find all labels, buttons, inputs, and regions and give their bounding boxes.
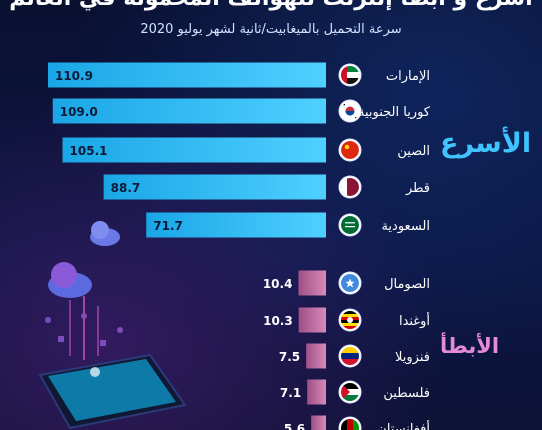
- somalia-flag-part: [345, 278, 355, 288]
- category-label-5: الصومال: [384, 277, 430, 292]
- saudi-flag-part: [341, 216, 359, 234]
- uae-flag-part: [341, 72, 359, 78]
- category-label-0: الإمارات: [386, 69, 430, 84]
- uae-flag: [338, 63, 362, 87]
- category-label-7: فنزويلا: [395, 350, 430, 365]
- venezuela-flag-part: [341, 347, 359, 353]
- value-label-7: 7.5: [279, 350, 300, 364]
- china-flag-part: [344, 144, 350, 150]
- china-flag-art: [341, 141, 359, 159]
- uganda-flag-part: [341, 326, 359, 329]
- bar-7: [306, 343, 326, 369]
- bar-8: [307, 379, 326, 405]
- bar-2: [62, 137, 326, 163]
- uganda-flag: [338, 308, 362, 332]
- cloud-icon: [48, 221, 120, 298]
- uae-flag-part: [341, 66, 359, 72]
- palestine-flag-part: [341, 383, 359, 389]
- smartphone-icon: [38, 353, 187, 430]
- saudi-flag-art: [341, 216, 359, 234]
- uae-flag-part: [341, 78, 359, 84]
- category-label-2: الصين: [397, 144, 430, 159]
- afghanistan-flag-part: [341, 419, 347, 430]
- value-label-9: 5.6: [284, 422, 305, 430]
- chart-subtitle: سرعة التحميل بالميغابيت/ثانية لشهر يوليو…: [140, 22, 402, 37]
- uae-flag-art: [341, 66, 359, 84]
- page-title: أسرع و أبطأ إنترنت للهواتف المحمولة في ا…: [0, 0, 542, 11]
- saudi-flag-part: [345, 222, 355, 224]
- south-korea-flag-part: [345, 111, 355, 116]
- afghanistan-flag-part: [347, 419, 353, 430]
- saudi-flag-part: [345, 226, 355, 228]
- palestine-flag: [338, 380, 362, 404]
- value-label-3: 88.7: [111, 181, 141, 195]
- afghanistan-flag: [338, 416, 362, 430]
- uganda-flag-art: [341, 311, 359, 329]
- afghanistan-flag-part: [353, 419, 359, 430]
- group-label-fastest: الأسرع: [440, 128, 532, 159]
- bar-3: [103, 174, 326, 200]
- uganda-flag-part: [347, 317, 353, 323]
- network-icons: [45, 296, 123, 360]
- venezuela-flag-art: [341, 347, 359, 365]
- value-label-8: 7.1: [280, 386, 301, 400]
- china-flag: [338, 138, 362, 162]
- category-label-4: السعودية: [381, 219, 430, 234]
- category-label-9: أفغانستان: [377, 420, 430, 430]
- category-label-8: فلسطين: [383, 386, 430, 401]
- qatar-flag-part: [341, 178, 347, 196]
- qatar-flag: [338, 175, 362, 199]
- value-label-1: 109.0: [60, 105, 98, 119]
- value-label-6: 10.3: [263, 314, 293, 328]
- palestine-flag-part: [341, 395, 359, 401]
- bar-5: [298, 270, 326, 296]
- bar-6: [298, 307, 326, 333]
- category-label-6: أوغندا: [399, 312, 430, 329]
- china-flag-part: [341, 141, 359, 159]
- palestine-flag-art: [341, 383, 359, 401]
- afghanistan-flag-art: [341, 419, 359, 430]
- uae-flag-part: [341, 66, 347, 84]
- uganda-flag-part: [341, 311, 359, 314]
- somalia-flag-art: [341, 274, 359, 292]
- bar-4: [146, 212, 326, 238]
- somalia-flag: [338, 271, 362, 295]
- bar-0: [47, 62, 327, 88]
- palestine-flag-part: [341, 383, 350, 401]
- saudi-flag: [338, 213, 362, 237]
- bar-1: [52, 98, 327, 124]
- venezuela-flag-part: [341, 353, 359, 359]
- bar-9: [311, 415, 326, 430]
- qatar-flag-art: [341, 178, 359, 196]
- group-label-slowest: الأبطأ: [440, 334, 500, 358]
- value-label-2: 105.1: [70, 144, 108, 158]
- value-label-5: 10.4: [263, 277, 293, 291]
- category-label-3: قطر: [405, 181, 430, 196]
- value-label-0: 110.9: [55, 69, 93, 83]
- category-label-1: كوريا الجنوبية: [358, 105, 431, 120]
- venezuela-flag-part: [341, 359, 359, 365]
- uganda-flag-part: [341, 314, 359, 317]
- uganda-flag-part: [341, 323, 359, 326]
- south-korea-flag: [338, 99, 362, 123]
- value-label-4: 71.7: [153, 219, 183, 233]
- venezuela-flag: [338, 344, 362, 368]
